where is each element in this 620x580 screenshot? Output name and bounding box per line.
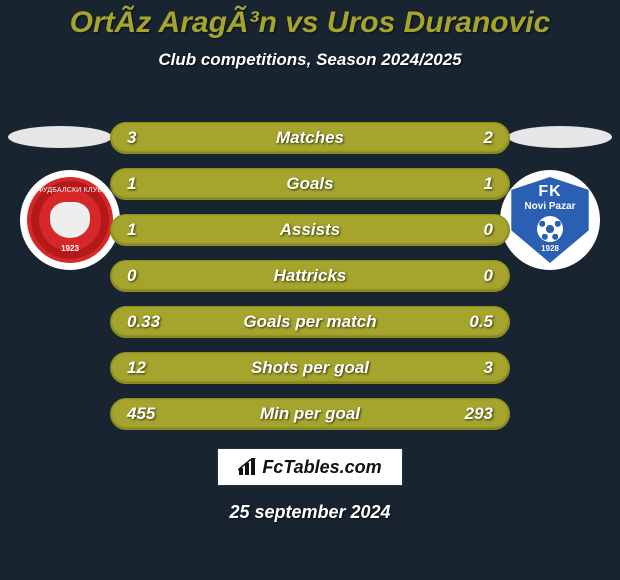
subtitle: Club competitions, Season 2024/2025 xyxy=(0,50,620,70)
eagle-icon xyxy=(50,202,90,238)
badge-right-top: FK xyxy=(538,183,561,201)
badge-left-text-top: ФУДБАЛСКИ КЛУБ xyxy=(27,187,113,194)
page-title: OrtÃ­z AragÃ³n vs Uros Duranovic xyxy=(0,0,620,40)
stat-bars: 3Matches21Goals11Assists00Hattricks00.33… xyxy=(110,122,510,444)
stat-label: Shots per goal xyxy=(111,358,509,378)
badge-right-mid: Novi Pazar xyxy=(524,201,575,212)
stat-value-right: 3 xyxy=(484,358,493,378)
stat-value-right: 0 xyxy=(484,220,493,240)
stat-value-right: 1 xyxy=(484,174,493,194)
player-ellipse-left xyxy=(8,126,112,148)
generated-date: 25 september 2024 xyxy=(0,502,620,523)
stat-bar: 1Assists0 xyxy=(110,214,510,246)
stat-label: Goals xyxy=(111,174,509,194)
stat-label: Goals per match xyxy=(111,312,509,332)
stat-value-right: 0 xyxy=(484,266,493,286)
radnicki-badge: ФУДБАЛСКИ КЛУБ 1923 xyxy=(27,177,113,263)
player-ellipse-right xyxy=(508,126,612,148)
club-logo-left: ФУДБАЛСКИ КЛУБ 1923 xyxy=(20,170,120,270)
stat-value-right: 2 xyxy=(484,128,493,148)
soccer-ball-icon xyxy=(537,216,563,242)
brand-text: FcTables.com xyxy=(262,457,381,478)
club-logo-right: FK Novi Pazar 1928 xyxy=(500,170,600,270)
stat-bar: 0Hattricks0 xyxy=(110,260,510,292)
bar-chart-icon xyxy=(238,458,258,476)
stat-label: Matches xyxy=(111,128,509,148)
stat-bar: 455Min per goal293 xyxy=(110,398,510,430)
stat-value-right: 0.5 xyxy=(469,312,493,332)
stat-label: Hattricks xyxy=(111,266,509,286)
stat-label: Assists xyxy=(111,220,509,240)
stat-label: Min per goal xyxy=(111,404,509,424)
stat-bar: 1Goals1 xyxy=(110,168,510,200)
brand-box: FcTables.com xyxy=(217,448,403,486)
stat-bar: 12Shots per goal3 xyxy=(110,352,510,384)
stat-bar: 0.33Goals per match0.5 xyxy=(110,306,510,338)
badge-right-year: 1928 xyxy=(541,244,559,253)
novi-pazar-badge: FK Novi Pazar 1928 xyxy=(507,177,593,263)
badge-left-year: 1923 xyxy=(27,244,113,253)
stat-bar: 3Matches2 xyxy=(110,122,510,154)
stat-value-right: 293 xyxy=(465,404,493,424)
